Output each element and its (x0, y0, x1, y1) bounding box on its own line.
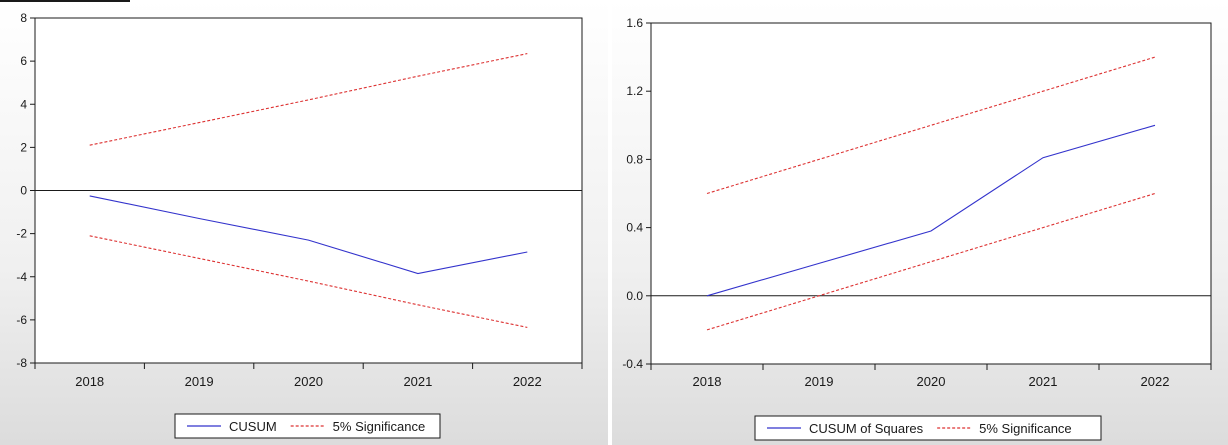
y-tick-label: 1.6 (626, 16, 643, 30)
cusum-series-line (706, 124, 1156, 297)
y-tick-label: 6 (20, 54, 27, 68)
x-category-label: 2022 (513, 374, 542, 389)
x-category-label: 2022 (1141, 374, 1170, 389)
y-tick-label: 2 (20, 140, 27, 154)
y-tick-label: -8 (16, 356, 27, 370)
y-tick-label: -0.4 (622, 357, 643, 371)
x-category-label: 2018 (75, 374, 104, 389)
significance-lower-line (706, 192, 1156, 331)
legend-label: CUSUM (229, 419, 277, 434)
legend-label: 5% Significance (333, 419, 426, 434)
cusum-squares-chart-panel: 1.6 1.2 0.8 0.4 0.0 -0.4 2018 2019 2020 2021 2022 C… (612, 0, 1228, 445)
legend-label: 5% Significance (979, 421, 1072, 436)
y-tick-label: 0 (20, 184, 27, 198)
cusum-chart: 8 6 4 2 0 -2 -4 -6 -8 2018 2019 2020 2021 2022 CUSUM 5%… (16, 11, 583, 439)
x-category-label: 2018 (693, 374, 722, 389)
significance-lower-line (89, 235, 528, 328)
legend-label: CUSUM of Squares (809, 421, 924, 436)
y-tick-label: -2 (16, 227, 27, 241)
significance-upper-line (89, 53, 528, 146)
y-tick-label: 0.4 (626, 221, 643, 235)
cusum-series-line (89, 195, 528, 275)
chart-header-bar (0, 0, 130, 2)
significance-upper-line (706, 56, 1156, 195)
x-category-label: 2021 (403, 374, 432, 389)
y-tick-label: 1.2 (626, 84, 643, 98)
cusum-squares-chart: 1.6 1.2 0.8 0.4 0.0 -0.4 2018 2019 2020 2021 2022 C… (622, 16, 1212, 441)
y-tick-label: 8 (20, 11, 27, 25)
x-category-label: 2020 (917, 374, 946, 389)
x-category-label: 2019 (185, 374, 214, 389)
plot-area (650, 22, 1212, 365)
panel-divider (608, 0, 612, 445)
legend-box (754, 415, 1102, 441)
y-tick-label: 0.8 (626, 152, 643, 166)
y-tick-label: 4 (20, 97, 27, 111)
x-category-label: 2020 (294, 374, 323, 389)
x-category-label: 2021 (1029, 374, 1058, 389)
y-tick-label: 0.0 (626, 289, 643, 303)
x-category-label: 2019 (805, 374, 834, 389)
y-tick-label: -4 (16, 270, 27, 284)
y-tick-label: -6 (16, 313, 27, 327)
cusum-chart-panel: 8 6 4 2 0 -2 -4 -6 -8 2018 2019 2020 2021 2022 CUSUM 5%… (0, 0, 608, 445)
